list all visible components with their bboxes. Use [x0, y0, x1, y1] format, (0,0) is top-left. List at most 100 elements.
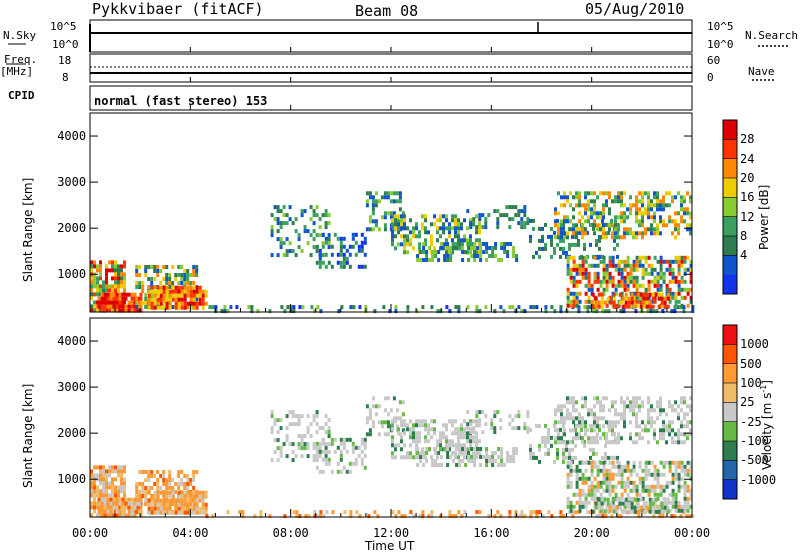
- echo-cell: [662, 432, 665, 437]
- echo-cell: [645, 292, 649, 297]
- echo-cell: [611, 199, 614, 204]
- echo-cell: [421, 510, 425, 515]
- echo-cell: [593, 412, 596, 417]
- echo-cell: [377, 404, 381, 409]
- echo-cell: [511, 305, 515, 310]
- echo-cell: [141, 482, 145, 486]
- echo-cell: [192, 293, 196, 298]
- echo-cell: [556, 455, 559, 460]
- echo-cell: [603, 497, 607, 502]
- echo-cell: [602, 480, 606, 485]
- echo-cell: [584, 211, 587, 216]
- echo-cell: [665, 500, 669, 505]
- echo-cell: [623, 488, 627, 493]
- echo-cell: [273, 217, 277, 222]
- echo-cell: [674, 408, 677, 413]
- echo-cell: [312, 414, 316, 419]
- echo-cell: [434, 459, 438, 463]
- echo-cell: [593, 420, 596, 425]
- echo-cell: [368, 219, 372, 224]
- echo-cell: [442, 435, 445, 440]
- echo-cell: [602, 424, 605, 429]
- echo-cell: [626, 504, 630, 509]
- echo-cell: [572, 263, 576, 268]
- echo-cell: [648, 292, 652, 297]
- echo-cell: [691, 514, 695, 519]
- echo-cell: [168, 494, 172, 498]
- echo-cell: [165, 293, 169, 298]
- echo-cell: [608, 408, 611, 413]
- velocity-colorbar-swatch: [723, 383, 737, 403]
- echo-cell: [395, 408, 399, 413]
- echo-cell: [600, 296, 604, 301]
- echo-cell: [108, 284, 111, 289]
- echo-cell: [581, 396, 584, 401]
- echo-cell: [327, 461, 331, 466]
- echo-cell: [590, 496, 594, 501]
- echo-cell: [476, 447, 480, 451]
- echo-cell: [270, 213, 274, 218]
- echo-cell: [430, 427, 433, 432]
- echo-cell: [587, 299, 591, 304]
- echo-cell: [156, 265, 160, 269]
- echo-cell: [569, 267, 573, 272]
- echo-cell: [469, 435, 472, 440]
- echo-cell: [668, 468, 672, 473]
- echo-cell: [192, 478, 196, 482]
- echo-cell: [557, 420, 560, 425]
- echo-cell: [363, 453, 367, 458]
- echo-cell: [632, 440, 635, 445]
- echo-cell: [584, 404, 587, 409]
- echo-cell: [512, 250, 516, 254]
- echo-cell: [357, 244, 361, 249]
- echo-cell: [569, 484, 573, 489]
- echo-cell: [114, 489, 117, 494]
- echo-cell: [391, 510, 395, 515]
- echo-cell: [446, 242, 450, 246]
- echo-cell: [550, 226, 553, 231]
- echo-cell: [96, 473, 99, 478]
- echo-cell: [484, 422, 488, 427]
- echo-cell: [584, 428, 587, 433]
- echo-cell: [306, 426, 310, 431]
- echo-cell: [439, 218, 442, 223]
- echo-cell: [648, 300, 652, 305]
- echo-cell: [345, 437, 349, 442]
- echo-cell: [563, 432, 566, 437]
- echo-cell: [617, 191, 620, 196]
- echo-cell: [639, 505, 643, 510]
- echo-cell: [647, 211, 650, 216]
- echo-cell: [147, 297, 151, 302]
- echo-cell: [526, 426, 530, 431]
- echo-cell: [596, 279, 600, 284]
- echo-cell: [680, 484, 684, 489]
- echo-cell: [392, 191, 396, 196]
- echo-cell: [491, 463, 495, 467]
- echo-cell: [605, 191, 608, 196]
- echo-cell: [165, 502, 169, 507]
- echo-cell: [130, 505, 134, 510]
- echo-cell: [659, 488, 663, 493]
- echo-cell: [638, 396, 641, 401]
- echo-cell: [118, 501, 122, 506]
- echo-cell: [448, 510, 452, 515]
- echo-cell: [668, 271, 672, 276]
- echo-cell: [593, 211, 596, 216]
- echo-cell: [620, 259, 624, 264]
- echo-cell: [469, 427, 472, 432]
- echo-cell: [201, 494, 205, 499]
- echo-cell: [656, 279, 660, 284]
- echo-cell: [595, 451, 598, 456]
- echo-cell: [285, 213, 289, 218]
- echo-cell: [653, 468, 657, 473]
- echo-cell: [538, 238, 541, 243]
- echo-cell: [345, 260, 349, 265]
- echo-cell: [371, 396, 375, 401]
- echo-cell: [133, 497, 137, 502]
- echo-cell: [656, 400, 659, 405]
- echo-cell: [493, 414, 497, 419]
- echo-cell: [174, 273, 178, 277]
- echo-cell: [469, 250, 472, 255]
- echo-cell: [351, 449, 355, 454]
- echo-cell: [153, 494, 157, 499]
